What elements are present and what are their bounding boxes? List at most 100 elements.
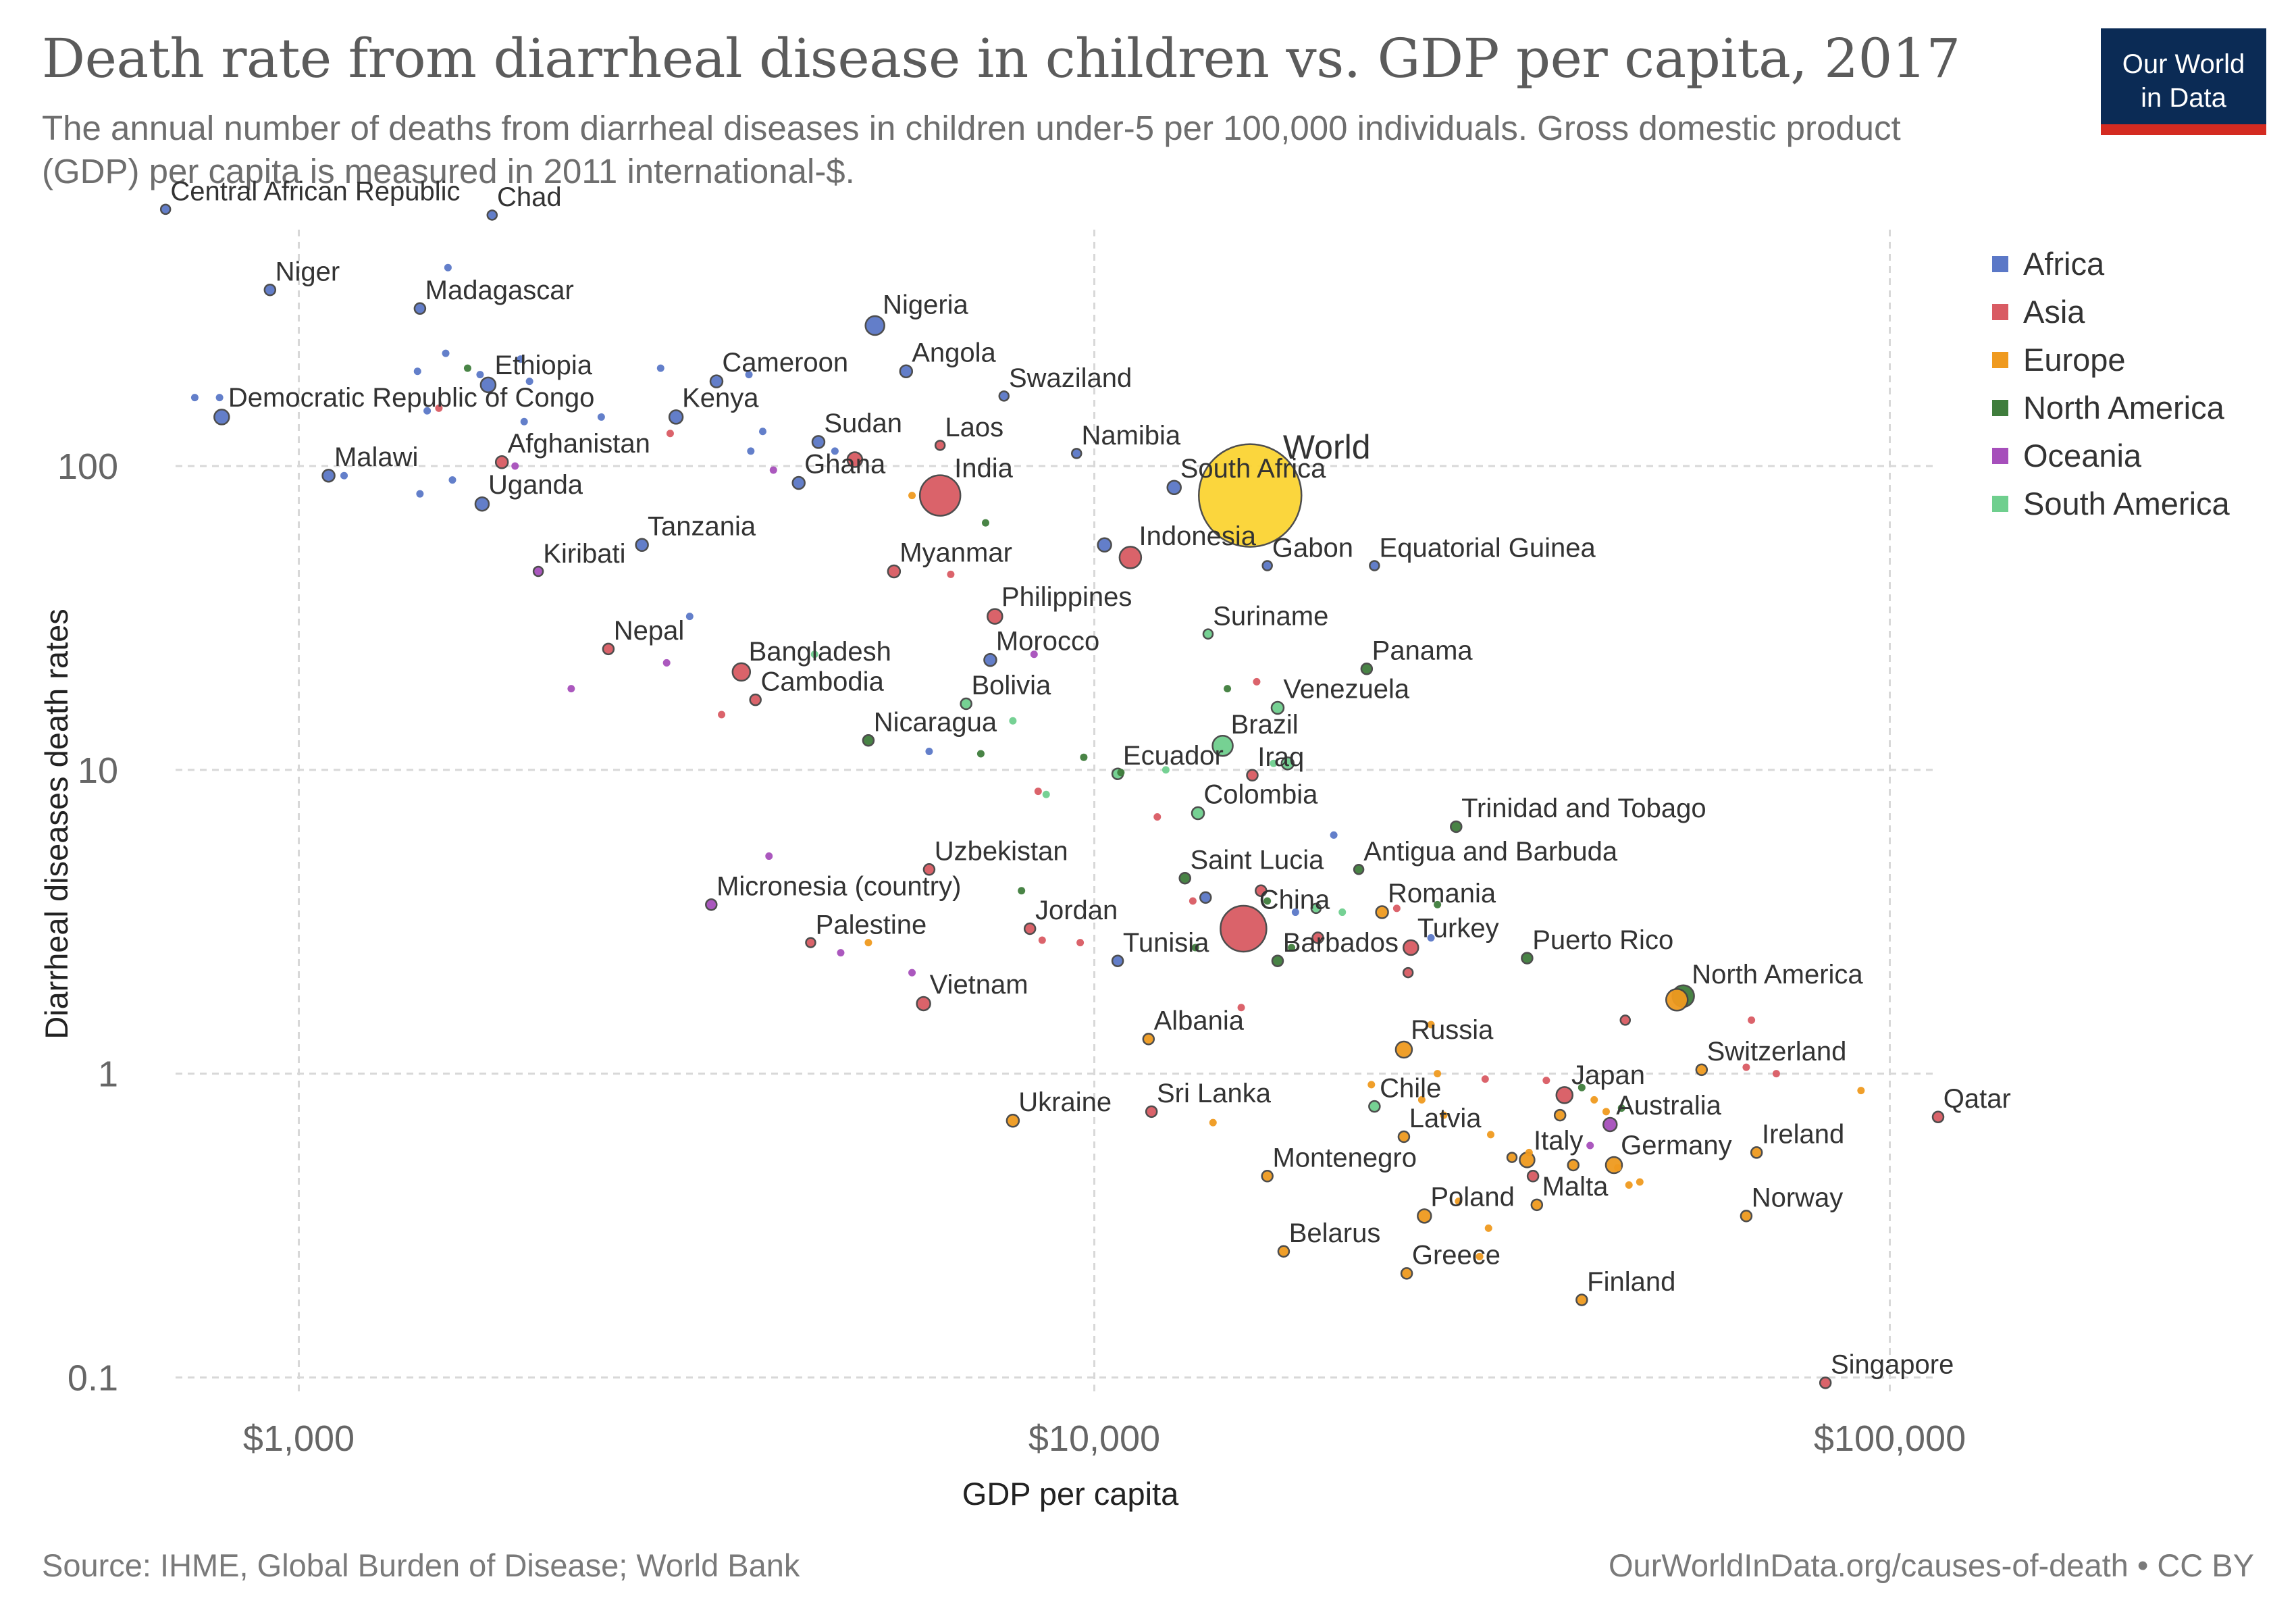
- data-point: [1857, 1087, 1865, 1095]
- x-tick-label: $100,000: [1814, 1418, 1966, 1459]
- data-point: [976, 750, 985, 758]
- legend-item[interactable]: Asia: [1992, 288, 2230, 336]
- data-point: [1526, 1170, 1540, 1183]
- legend-label: Africa: [2023, 246, 2105, 282]
- point-label: Niger: [276, 257, 340, 286]
- data-point: [1402, 967, 1414, 979]
- point-label: Finland: [1587, 1267, 1675, 1297]
- legend-item[interactable]: North America: [1992, 384, 2230, 432]
- data-point: [1602, 1116, 1618, 1133]
- legend-swatch: [1992, 399, 2008, 416]
- point-label: Ethiopia: [494, 351, 592, 380]
- point-label: Democratic Republic of Congo: [228, 383, 594, 413]
- point-label: World: [1283, 428, 1371, 466]
- data-point: [666, 430, 674, 438]
- point-label: Turkey: [1417, 913, 1499, 943]
- point-label: South Africa: [1180, 454, 1326, 484]
- point-label: Afghanistan: [508, 429, 650, 459]
- legend-item[interactable]: South America: [1992, 480, 2230, 528]
- point-label: Indonesia: [1139, 521, 1256, 551]
- data-point: [1555, 1086, 1574, 1104]
- owid-logo[interactable]: Our World in Data: [2101, 28, 2266, 135]
- data-point: [1455, 1198, 1463, 1206]
- point-label: Kiribati: [543, 539, 625, 569]
- point-label: Madagascar: [425, 276, 574, 305]
- x-axis-title: GDP per capita: [962, 1476, 1179, 1512]
- point-label: Montenegro: [1272, 1143, 1416, 1173]
- data-point: [1368, 1100, 1381, 1113]
- data-point: [1417, 1096, 1426, 1104]
- data-point: [1191, 806, 1205, 821]
- legend-label: South America: [2023, 486, 2230, 521]
- data-point: [1394, 1040, 1413, 1059]
- data-point: [511, 462, 519, 470]
- data-point: [416, 490, 424, 498]
- data-point: [998, 390, 1010, 402]
- data-point: [1369, 560, 1380, 571]
- data-point: [444, 263, 452, 272]
- data-point: [1617, 1104, 1625, 1112]
- data-point: [1367, 1081, 1376, 1089]
- legend-swatch: [1992, 447, 2008, 464]
- point-label: Morocco: [996, 627, 1099, 657]
- data-point: [731, 662, 752, 682]
- data-point: [1070, 448, 1082, 459]
- data-point: [1931, 1110, 1945, 1124]
- data-point: [1277, 1245, 1290, 1258]
- data-point: [1311, 931, 1324, 944]
- data-point: [1191, 944, 1199, 952]
- data-point: [413, 367, 421, 376]
- data-point: [1338, 908, 1347, 917]
- data-point: [758, 428, 766, 436]
- data-point: [1417, 1208, 1432, 1224]
- data-point: [532, 565, 544, 577]
- data-point: [925, 748, 933, 756]
- data-point: [1740, 1210, 1753, 1223]
- data-point: [908, 492, 916, 500]
- data-point: [1695, 1063, 1708, 1077]
- data-point: [864, 315, 885, 336]
- data-point: [525, 378, 533, 386]
- data-point: [215, 394, 224, 402]
- data-point: [1255, 884, 1268, 898]
- point-label: Uganda: [488, 470, 583, 500]
- data-point: [709, 374, 724, 388]
- data-point: [1330, 831, 1338, 839]
- point-label: Italy: [1534, 1126, 1583, 1156]
- point-label: Cambodia: [760, 667, 884, 696]
- legend-swatch: [1992, 255, 2008, 272]
- data-point: [413, 302, 427, 315]
- data-point: [837, 949, 845, 957]
- data-point: [1189, 897, 1197, 905]
- data-point: [1097, 537, 1112, 553]
- data-point: [1288, 944, 1296, 952]
- data-point: [1819, 1376, 1832, 1389]
- data-point: [805, 937, 816, 948]
- data-point: [1742, 1063, 1750, 1071]
- data-point: [1434, 1070, 1442, 1078]
- data-point: [922, 863, 936, 876]
- data-point: [340, 471, 348, 480]
- credit-link[interactable]: OurWorldInData.org/causes-of-death • CC …: [1609, 1547, 2254, 1583]
- point-label: Suriname: [1213, 601, 1328, 631]
- point-label: Iraq: [1257, 742, 1304, 772]
- point-label: Greece: [1412, 1241, 1501, 1270]
- point-label: Chile: [1380, 1073, 1441, 1103]
- legend-item[interactable]: Europe: [1992, 336, 2230, 384]
- point-label: North America: [1692, 960, 1863, 989]
- data-point: [1263, 897, 1272, 905]
- data-point: [635, 538, 649, 552]
- data-point: [1270, 700, 1285, 715]
- logo-line-1: Our World: [2122, 49, 2245, 79]
- data-points: [159, 203, 1945, 1389]
- legend-item[interactable]: Africa: [1992, 240, 2230, 288]
- data-point: [1178, 871, 1191, 885]
- point-label: Trinidad and Tobago: [1461, 794, 1706, 823]
- point-label: Russia: [1411, 1015, 1494, 1045]
- data-point: [1209, 1118, 1217, 1127]
- data-point: [520, 417, 528, 426]
- point-label: Tanzania: [648, 511, 756, 541]
- data-point: [745, 371, 753, 379]
- point-label: Nicaragua: [874, 707, 997, 737]
- legend-item[interactable]: Oceania: [1992, 432, 2230, 480]
